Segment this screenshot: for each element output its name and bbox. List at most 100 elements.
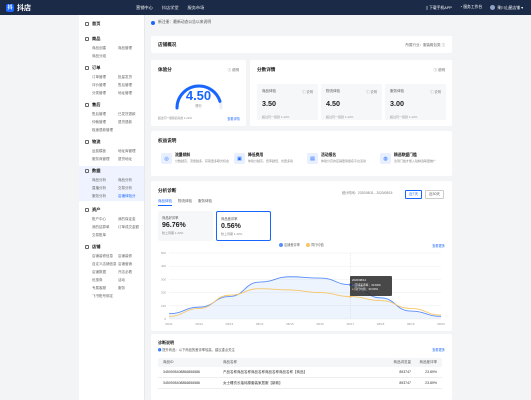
workbench-link[interactable]: ◔ 服务工作台 <box>460 5 482 10</box>
detail-item[interactable]: 物流体验 ⓘ 说明 4.50 超过同一级别 1.22% <box>321 84 382 120</box>
sidebar-item[interactable]: 店铺装修 <box>118 254 132 258</box>
sidebar-item[interactable]: 自定义店铺信息 <box>92 262 117 266</box>
sidebar-item[interactable]: 仲裁管理 <box>92 120 106 124</box>
sidebar-item[interactable]: 服务分析 <box>92 194 106 198</box>
sidebar-item[interactable]: 交易分析 <box>118 186 132 190</box>
x-tick-label: 08/12 <box>195 322 203 326</box>
sidebar-section-title[interactable]: 订单 <box>79 63 144 73</box>
sidebar-item-home[interactable]: 首页 <box>79 19 144 29</box>
diagnosis-table: 商品ID 商品名称 商品浏览量 商品差评率 345090540885685658… <box>158 358 442 389</box>
sidebar-item[interactable]: 服务 <box>118 286 125 290</box>
detail-help-link[interactable]: ⓘ 说明 <box>430 90 441 94</box>
sidebar-item[interactable]: 账户中心 <box>92 217 106 221</box>
sidebar-item[interactable]: 批量发货 <box>118 75 132 79</box>
metric-bad-rate[interactable]: 商品差评率 0.56% 较上周期 1.22% <box>216 211 271 241</box>
sidebar-item[interactable]: 活动 <box>118 278 125 282</box>
sidebar-section-title[interactable]: 商品 <box>79 34 144 44</box>
sidebar-item[interactable]: 直播分析 <box>92 186 106 190</box>
legend-item-peer[interactable]: 同行均值 <box>305 242 324 248</box>
sidebar-item[interactable]: 分类管理 <box>92 91 106 95</box>
sidebar-items: 订单管理 批量发货评价管理 售后管理分类管理 地址管理 <box>79 75 144 96</box>
tab-service[interactable]: 服务体验 <box>198 199 212 203</box>
diagnosis-note-text: 提升商品：以下商品的差评率较高，建议重点关注 <box>162 348 235 352</box>
detail-help-link[interactable]: ⓘ 说明 <box>366 90 377 94</box>
sidebar-item[interactable]: 专属客服 <box>92 286 106 290</box>
sidebar-item[interactable]: 开店必看 <box>118 270 132 274</box>
sidebar-item[interactable]: 运费模板 <box>92 149 106 153</box>
sidebar-item[interactable]: 优惠券 <box>92 278 103 282</box>
sidebar-item[interactable]: 服务商管理 <box>92 157 110 161</box>
analysis-more-link[interactable]: 查看更多 <box>432 244 445 248</box>
x-tick-label: 08/15 <box>286 322 294 326</box>
rights-item-desc: 体验分越高，费率越低，省更多钱 <box>248 159 294 163</box>
sidebar-section-title[interactable]: 售后 <box>79 100 144 110</box>
home-icon <box>85 22 89 26</box>
sidebar-item[interactable]: 退货退款 <box>118 120 132 124</box>
sidebar-item[interactable]: 商品管理 <box>118 46 132 50</box>
tab-logistics[interactable]: 物流体验 <box>178 199 192 203</box>
sidebar-section-title[interactable]: 店铺 <box>79 242 144 252</box>
sidebar-item[interactable]: 评价管理 <box>92 83 106 87</box>
table-rows: 3450905408856856586 产品名称商品名称商品名称商品名称商品名称【… <box>158 367 442 389</box>
logo[interactable]: 抖 抖店 <box>6 3 136 13</box>
sidebar-item[interactable]: 已发货退款 <box>118 112 136 116</box>
sidebar-item[interactable]: 售后管理 <box>92 112 106 116</box>
table-row[interactable]: 3450905408856856586 女士睡衣长袖纯棉套装家居服【新款】 8937… <box>158 378 442 389</box>
detail-item[interactable]: 商品体验 ⓘ 说明 3.50 超过同一级别 1.22% <box>257 84 318 120</box>
sidebar-item[interactable]: 我的结算单 <box>92 225 110 229</box>
sidebar-item[interactable]: 订单成交金额 <box>118 225 139 229</box>
sidebar-items: 运费模板 地址库管理服务商管理 退货地址 <box>79 149 144 162</box>
metric-compare: 较上周期 1.22% <box>162 231 184 235</box>
header-id: 商品ID <box>163 360 174 364</box>
sidebar-item[interactable]: 商品分组 <box>92 54 106 58</box>
legend-dot <box>279 243 283 248</box>
user-menu[interactable]: 果川山星店铺 ▾ <box>490 5 523 11</box>
sidebar-item[interactable]: 店铺营销 <box>118 262 132 266</box>
sidebar-item[interactable]: 退货地址 <box>118 157 132 161</box>
sidebar-section-title[interactable]: 物流 <box>79 137 144 147</box>
table-row[interactable]: 3450905408856856586 产品名称商品名称商品名称商品名称商品名称【… <box>158 367 442 378</box>
diagnosis-note: ❶ 提升商品：以下商品的差评率较高，建议重点关注 <box>158 347 235 352</box>
sidebar-item[interactable]: 商品分析 <box>118 178 132 182</box>
sidebar-item[interactable]: 飞书账号绑定 <box>92 294 113 298</box>
detail-item[interactable]: 服务体验 ⓘ 说明 3.00 超过同一级别 1.22% <box>385 84 446 120</box>
tab-product[interactable]: 商品体验 <box>158 199 172 206</box>
sidebar-item[interactable]: 我的保证金 <box>118 217 136 221</box>
sidebar-item[interactable]: 店铺体验分 <box>118 194 136 198</box>
sidebar-section-title[interactable]: 资产 <box>79 205 144 215</box>
sidebar-item[interactable]: 地址库管理 <box>118 149 136 153</box>
sidebar-item[interactable]: 售后管理 <box>118 83 132 87</box>
detail-help-link[interactable]: ⓘ 说明 <box>302 90 313 94</box>
top-nav-school[interactable]: 抖店学堂 <box>161 4 179 10</box>
sidebar-item[interactable]: 地址管理 <box>118 91 132 95</box>
notice-bar[interactable]: 新注册：最新动态公告以来说明 <box>151 20 211 25</box>
sidebar-item[interactable] <box>118 128 144 133</box>
legend-item-shop[interactable]: 店铺差评率 <box>279 242 300 248</box>
sidebar-item[interactable]: 商品分析 <box>92 178 106 182</box>
info-icon: ❶ <box>158 348 162 352</box>
metric-good-rate[interactable]: 商品好评率 96.76% 较上周期 1.22% <box>158 211 213 241</box>
top-nav-marketing[interactable]: 营销中心 <box>136 4 153 10</box>
last-30-days-button[interactable]: 近30天 <box>425 190 444 199</box>
sidebar-item[interactable]: 商品创建 <box>92 46 106 50</box>
sidebar-item[interactable] <box>118 233 144 238</box>
sidebar-item[interactable] <box>118 54 144 59</box>
rights-item-title: 降低费用 <box>248 153 264 157</box>
sidebar-item[interactable] <box>118 294 144 299</box>
download-app-link[interactable]: ▯ 下载手机APP <box>426 5 452 11</box>
sidebar-item[interactable]: 交易账单 <box>92 233 106 237</box>
sidebar-section-title[interactable]: 数据 <box>79 166 144 176</box>
top-nav-market[interactable]: 服务市场 <box>187 4 205 10</box>
score-more-link[interactable]: 查看详情 <box>227 117 240 121</box>
diagnosis-more-link[interactable]: 查看更多 <box>432 348 445 352</box>
sidebar-item[interactable]: 极速退款管理 <box>92 128 113 132</box>
sidebar-item[interactable]: 店铺装修信息 <box>92 254 113 258</box>
sidebar-item[interactable]: 店铺数据 <box>92 270 106 274</box>
details-help-link[interactable]: ⓘ 说明 <box>433 68 445 72</box>
x-tick-label: 08/20 <box>437 322 445 326</box>
sidebar-item[interactable]: 订单管理 <box>92 75 106 79</box>
score-help-link[interactable]: ⓘ 说明 <box>227 68 239 72</box>
series-line-1[interactable] <box>168 288 442 317</box>
chevron-down-icon: ▾ <box>521 5 523 10</box>
last-7-days-button[interactable]: 近7天 <box>405 190 422 199</box>
